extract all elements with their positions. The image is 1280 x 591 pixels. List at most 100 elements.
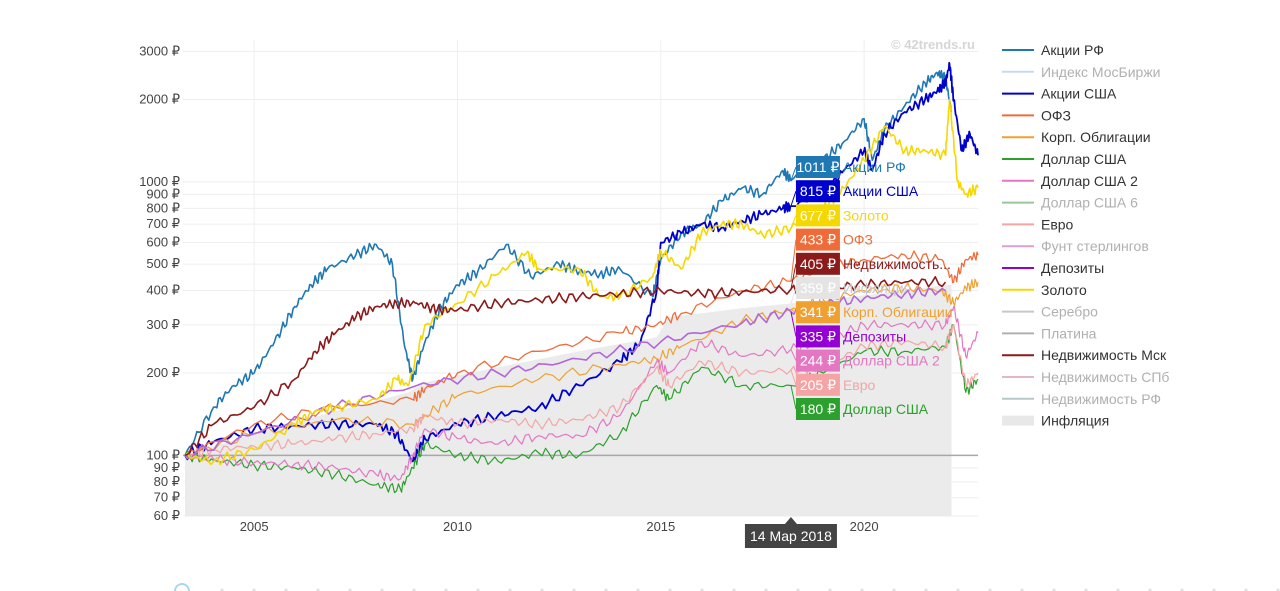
hover-series-name: Корп. Облигации [843,304,953,320]
legend-label: Недвижимость РФ [1041,391,1161,407]
legend-label: Платина [1041,325,1097,341]
legend-item[interactable]: Фунт стерлингов [1002,238,1149,254]
hover-connector [790,263,797,290]
range-slider-dot [668,588,672,591]
hover-connector [790,191,797,207]
range-slider-dot [988,588,992,591]
hover-label: 677 ₽ Золото [790,204,889,229]
legend-label: Корп. Облигации [1041,129,1151,145]
legend-item[interactable]: Золото [1002,282,1087,298]
hover-value: 359 ₽ [800,280,836,296]
y-tick-label: 3000 ₽ [139,43,180,58]
hover-label: 815 ₽ Акции США [790,180,919,207]
legend-item[interactable]: Серебро [1002,304,1098,320]
hover-value-box [795,398,840,420]
hover-series-name: Недвижимость... [843,256,951,272]
hover-value: 341 ₽ [800,304,836,320]
range-slider-dot [1212,588,1216,591]
range-slider-dot [732,588,736,591]
legend-label: Фунт стерлингов [1041,238,1149,254]
hover-label: 1011 ₽ Акции РФ [790,156,906,181]
legend-item[interactable]: Платина [1002,325,1097,341]
hover-series-name: Депозиты [843,328,906,344]
series-line [184,324,979,494]
date-tip-box [744,524,837,548]
hover-value: 205 ₽ [800,377,836,393]
hover-value: 405 ₽ [800,256,836,272]
legend-item[interactable]: Недвижимость Мск [1002,347,1167,363]
hover-value-box [795,325,840,348]
legend-label: Индекс МосБиржи [1041,64,1161,80]
legend-label: Недвижимость СПб [1041,369,1169,385]
range-slider-handle[interactable] [174,583,190,591]
series-line [184,278,979,456]
y-axis-ticks: 60 ₽ 70 ₽80 ₽90 ₽100 ₽ 200 ₽ 300 ₽ 400 ₽ 500 … [139,43,180,523]
y-tick-label: 80 ₽ [154,474,180,489]
range-slider-dot [604,588,608,591]
x-tick-label: 2010 [443,519,472,534]
y-tick-label: 300 ₽ [146,317,180,332]
y-tick-label: 70 ₽ [154,490,180,505]
legend-item[interactable]: Доллар США 2 [1002,173,1138,189]
range-slider-hint[interactable] [174,583,1280,591]
hover-connector [790,215,797,229]
range-slider-dot [1148,588,1152,591]
x-tick-label: 2015 [646,519,675,534]
hover-label: 335 ₽ Депозиты [790,311,906,348]
hover-value-box [795,277,840,299]
y-tick-label: 100 ₽ [146,447,180,462]
hover-connector [790,287,797,304]
y-tick-label: 500 ₽ [146,256,180,271]
legend-item[interactable]: Недвижимость СПб [1002,369,1169,385]
series-line [184,61,979,463]
date-tip-arrow [784,517,797,524]
legend-item[interactable]: Инфляция [1002,413,1109,429]
hover-connector [790,349,797,361]
legend-item[interactable]: Доллар США [1002,151,1127,167]
range-slider-dot [700,588,704,591]
hover-series-name: Доллар США [843,401,929,417]
legend-label: Золото [1041,282,1087,298]
series-line [184,305,979,482]
hover-series-name: Акции США [843,183,919,199]
legend-item[interactable]: Доллар США 6 [1002,195,1138,211]
hover-label: 180 ₽ Доллар США [790,385,929,420]
legend-label: Депозиты [1041,260,1104,276]
y-tick-label: 1000 ₽ [139,174,180,189]
range-slider-dot [540,588,544,591]
range-slider-dot [508,588,512,591]
legend-item[interactable]: Акции РФ [1002,42,1104,58]
series-line [184,69,953,456]
series-line [184,324,979,458]
hover-labels: 1011 ₽ Акции РФ 815 ₽ Акции США 677 ₽ Золото 4… [790,156,953,420]
legend-item[interactable]: Корп. Облигации [1002,129,1151,145]
y-tick-label: 400 ₽ [146,283,180,298]
hover-value: 244 ₽ [800,353,836,369]
legend-item[interactable]: ОФЗ [1002,107,1071,123]
legend-item[interactable]: Евро [1002,216,1074,232]
hover-label: 244 ₽ Доллар США 2 [790,349,940,372]
legend-item[interactable]: Акции США [1002,86,1117,102]
range-slider-dot [860,588,864,591]
hover-value-box [795,228,840,251]
legend-item[interactable]: Депозиты [1002,260,1104,276]
hover-series-name: ОФЗ [843,232,873,248]
legend-item[interactable]: Недвижимость РФ [1002,391,1161,407]
hover-label: 359 ₽ Инфляция [790,277,911,304]
hover-value-box [795,204,840,227]
hover-connector [790,239,797,282]
range-slider-dot [1244,588,1248,591]
legend[interactable]: Акции РФ Индекс МосБиржи Акции США ОФЗ Корп.… [1002,42,1169,429]
y-tick-label: 60 ₽ [154,508,180,523]
hover-value-box [795,301,840,324]
range-slider-dot [1116,588,1120,591]
hover-value: 180 ₽ [800,401,836,417]
legend-label: Инфляция [1041,413,1109,429]
range-slider-dot [444,588,448,591]
range-slider-dot [252,588,256,591]
hover-connector [790,385,797,410]
legend-item[interactable]: Индекс МосБиржи [1002,64,1161,80]
legend-label: Недвижимость Мск [1041,347,1167,363]
range-slider-dot [476,588,480,591]
